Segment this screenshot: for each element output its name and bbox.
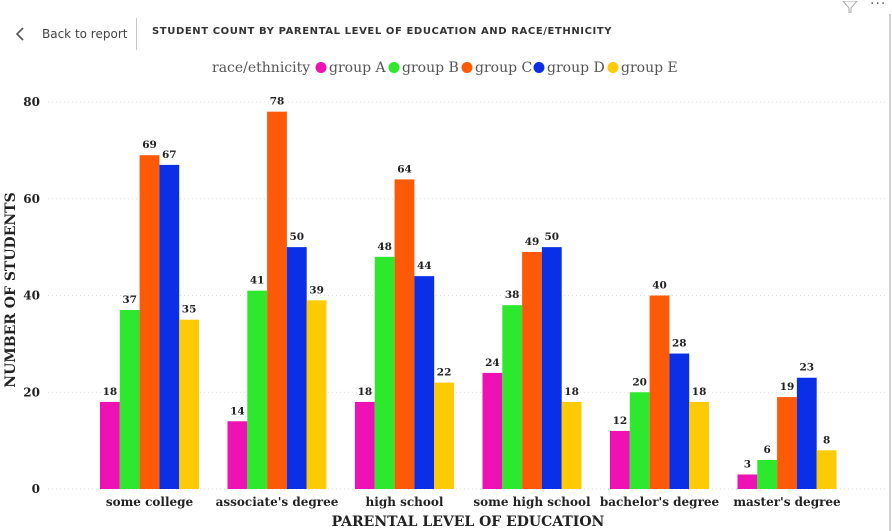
bar-some-college-group-c[interactable] <box>139 155 160 489</box>
bar-some-college-group-d[interactable] <box>159 164 180 489</box>
x-axis-ticks: some college associate's degree high schoo… <box>106 495 841 509</box>
data-label-some-college-group-c: 69 <box>142 139 157 151</box>
data-label-some-high-school-group-e: 18 <box>564 386 579 398</box>
data-label-some-college-group-e: 35 <box>182 304 197 316</box>
x-tick-bachelor-s-degree: bachelor's degree <box>600 495 720 509</box>
data-label-associate-s-degree-group-a: 14 <box>230 405 245 417</box>
bar-some-college-group-b[interactable] <box>119 310 140 489</box>
y-tick-40: 40 <box>23 289 40 303</box>
bar-bachelor-s-degree-group-c[interactable] <box>649 295 670 490</box>
data-label-high-school-group-d: 44 <box>417 260 432 272</box>
bar-some-high-school-group-d[interactable] <box>541 247 562 489</box>
y-axis-ticks: 0 20 40 60 80 <box>23 95 40 496</box>
data-label-bachelor-s-degree-group-a: 12 <box>613 415 628 427</box>
legend-marker-group-a[interactable] <box>315 62 327 73</box>
data-label-master-s-degree-group-d: 23 <box>799 362 814 374</box>
data-label-associate-s-degree-group-b: 41 <box>250 275 265 287</box>
data-label-master-s-degree-group-e: 8 <box>823 434 830 446</box>
bar-some-college-group-a[interactable] <box>100 401 120 489</box>
data-label-bachelor-s-degree-group-e: 18 <box>692 386 707 398</box>
x-tick-high-school: high school <box>366 495 444 509</box>
y-axis-title: NUMBER OF STUDENTS <box>3 192 19 387</box>
data-label-some-high-school-group-d: 50 <box>544 231 559 243</box>
data-label-some-college-group-a: 18 <box>103 386 118 398</box>
bar-master-s-degree-group-c[interactable] <box>777 397 797 489</box>
back-to-report-button[interactable]: Back to report <box>12 22 127 46</box>
data-label-high-school-group-b: 48 <box>377 241 392 253</box>
bar-high-school-group-e[interactable] <box>434 382 454 489</box>
data-label-associate-s-degree-group-c: 78 <box>270 96 285 108</box>
data-label-some-college-group-d: 67 <box>162 149 177 161</box>
bars <box>100 111 837 490</box>
data-label-bachelor-s-degree-group-b: 20 <box>632 376 647 388</box>
visual-border <box>889 14 891 531</box>
data-label-bachelor-s-degree-group-d: 28 <box>672 338 687 350</box>
x-axis-title: PARENTAL LEVEL OF EDUCATION <box>332 514 605 530</box>
bar-master-s-degree-group-a[interactable] <box>737 474 758 489</box>
bar-bachelor-s-degree-group-e[interactable] <box>689 401 709 489</box>
bar-high-school-group-c[interactable] <box>394 179 415 489</box>
data-label-some-high-school-group-c: 49 <box>525 236 540 248</box>
bar-associate-s-degree-group-c[interactable] <box>267 111 287 490</box>
bar-high-school-group-a[interactable] <box>355 401 375 489</box>
bar-high-school-group-b[interactable] <box>374 256 395 489</box>
data-label-high-school-group-e: 22 <box>437 367 452 379</box>
back-to-report-label: Back to report <box>42 27 128 41</box>
legend-item-group-a[interactable]: group A <box>329 60 387 76</box>
data-label-associate-s-degree-group-e: 39 <box>309 284 324 296</box>
bar-master-s-degree-group-e[interactable] <box>816 450 837 489</box>
more-options-icon[interactable]: ··· <box>870 0 887 12</box>
bar-associate-s-degree-group-e[interactable] <box>306 300 327 489</box>
bar-some-high-school-group-e[interactable] <box>561 401 582 489</box>
legend-marker-group-d[interactable] <box>533 62 545 73</box>
data-label-master-s-degree-group-b: 6 <box>764 444 771 456</box>
legend-title: race/ethnicity <box>212 60 310 76</box>
header-divider <box>136 18 137 50</box>
legend-item-group-d[interactable]: group D <box>547 60 605 76</box>
bar-bachelor-s-degree-group-d[interactable] <box>669 353 690 489</box>
x-tick-master-s-degree: master's degree <box>733 495 841 509</box>
data-label-master-s-degree-group-c: 19 <box>780 381 795 393</box>
legend-marker-group-b[interactable] <box>388 62 400 73</box>
bar-associate-s-degree-group-d[interactable] <box>286 247 307 489</box>
chevron-left-icon <box>12 25 30 43</box>
legend: race/ethnicity group A group B group C group… <box>212 60 678 76</box>
bar-some-college-group-e[interactable] <box>179 319 199 489</box>
y-tick-0: 0 <box>32 482 40 496</box>
x-tick-some-high-school: some high school <box>473 495 591 509</box>
y-tick-60: 60 <box>23 192 40 206</box>
bar-some-high-school-group-b[interactable] <box>502 305 523 489</box>
bar-associate-s-degree-group-b[interactable] <box>247 290 268 489</box>
data-label-high-school-group-c: 64 <box>397 163 412 175</box>
legend-marker-group-c[interactable] <box>461 62 473 73</box>
data-label-bachelor-s-degree-group-c: 40 <box>652 280 667 292</box>
legend-item-group-b[interactable]: group B <box>402 60 459 76</box>
legend-marker-group-e[interactable] <box>607 62 619 73</box>
data-label-some-high-school-group-a: 24 <box>485 357 500 369</box>
bar-some-high-school-group-c[interactable] <box>522 251 542 489</box>
bar-bachelor-s-degree-group-b[interactable] <box>629 392 650 489</box>
bar-some-high-school-group-a[interactable] <box>482 372 503 489</box>
y-tick-20: 20 <box>23 385 40 399</box>
data-label-associate-s-degree-group-d: 50 <box>289 231 304 243</box>
data-label-some-college-group-b: 37 <box>122 294 137 306</box>
bar-high-school-group-d[interactable] <box>414 276 435 489</box>
top-bar: Back to report STUDENT COUNT BY PARENTAL… <box>0 0 892 56</box>
bar-master-s-degree-group-d[interactable] <box>796 377 817 489</box>
legend-item-group-e[interactable]: group E <box>621 60 678 76</box>
bar-associate-s-degree-group-a[interactable] <box>227 421 248 489</box>
y-tick-80: 80 <box>23 95 40 109</box>
data-label-some-high-school-group-b: 38 <box>505 289 520 301</box>
bar-master-s-degree-group-b[interactable] <box>757 459 778 489</box>
legend-item-group-c[interactable]: group C <box>475 60 532 76</box>
data-label-high-school-group-a: 18 <box>358 386 373 398</box>
x-tick-associate-s-degree: associate's degree <box>216 495 339 509</box>
bar-bachelor-s-degree-group-a[interactable] <box>610 430 630 489</box>
x-tick-some-college: some college <box>106 495 194 509</box>
visual-title: STUDENT COUNT BY PARENTAL LEVEL OF EDUCA… <box>152 26 613 37</box>
data-label-master-s-degree-group-a: 3 <box>744 458 751 470</box>
